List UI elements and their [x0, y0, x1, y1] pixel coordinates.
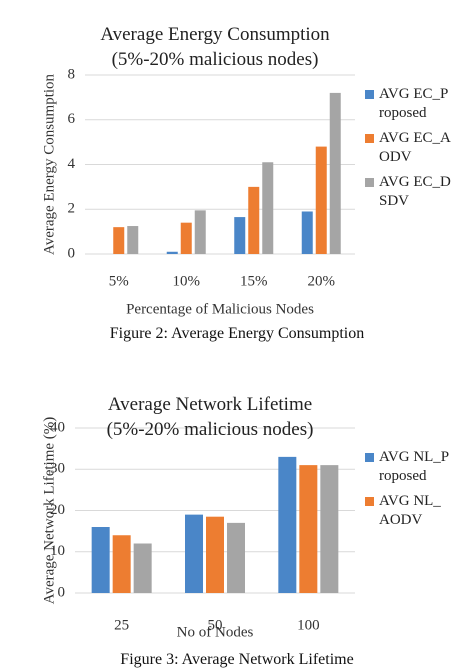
- bar: [113, 227, 125, 254]
- x-tick-label: 50: [208, 617, 223, 633]
- x-axis-label: Percentage of Malicious Nodes: [126, 301, 314, 317]
- figure-caption: Figure 3: Average Network Lifetime: [120, 651, 354, 668]
- x-axis-label: No of Nodes: [177, 624, 254, 640]
- legend-item: AVG EC_DSDV: [365, 173, 451, 211]
- legend-item: AVG NL_Proposed: [365, 448, 451, 486]
- bar: [320, 465, 339, 593]
- y-tick-label: 20: [50, 502, 65, 518]
- bar: [262, 162, 274, 254]
- legend-label: AVG EC_DSDV: [379, 174, 451, 209]
- legend-swatch: [365, 178, 374, 187]
- legend-label: AVG NL_AODV: [379, 493, 441, 528]
- figure-caption: Figure 2: Average Energy Consumption: [109, 325, 365, 342]
- legend-label: AVG NL_Proposed: [379, 449, 450, 484]
- y-tick-label: 2: [68, 201, 76, 217]
- y-tick-label: 6: [68, 111, 76, 127]
- bar: [91, 527, 110, 593]
- x-tick-label: 25: [114, 617, 129, 633]
- bar: [127, 226, 139, 254]
- legend-item: AVG EC_Proposed: [365, 85, 451, 123]
- bar: [185, 514, 203, 593]
- bar: [301, 211, 313, 254]
- legend-swatch: [365, 90, 374, 99]
- legend-swatch: [365, 497, 374, 506]
- legend-swatch: [365, 453, 374, 462]
- y-axis-label: Average Network Lifetime (%): [41, 417, 57, 605]
- legend-swatch: [365, 134, 374, 143]
- legend-item: AVG EC_AODV: [365, 129, 451, 167]
- y-tick-label: 8: [68, 66, 76, 82]
- x-tick-label: 15%: [240, 273, 268, 289]
- bar: [194, 210, 206, 254]
- bar: [133, 543, 152, 593]
- bar: [278, 456, 297, 593]
- y-tick-label: 10: [50, 543, 65, 559]
- x-tick-label: 100: [297, 617, 320, 633]
- bar: [206, 516, 224, 593]
- legend-label: AVG EC_AODV: [379, 130, 451, 165]
- bar: [234, 217, 246, 254]
- y-tick-label: 4: [68, 156, 76, 172]
- y-tick-label: 40: [50, 419, 65, 435]
- bar: [166, 251, 178, 254]
- legend: AVG EC_Proposed AVG EC_AODV AVG EC_DSDV: [365, 85, 451, 217]
- y-tick-label: 0: [58, 584, 66, 600]
- bar: [180, 222, 192, 254]
- legend-label: AVG EC_Proposed: [379, 86, 449, 121]
- document: 0 2 4 6 8 Average Energy Consumption Percentag…: [41, 24, 451, 668]
- y-tick-label: 0: [68, 245, 76, 261]
- y-tick-label: 30: [50, 461, 65, 477]
- chart-title: Average Network Lifetime (5%-20% malicio…: [106, 394, 314, 440]
- bar: [315, 146, 327, 254]
- x-tick-label: 10%: [173, 273, 201, 289]
- bar: [112, 535, 131, 593]
- legend-item: AVG NL_AODV: [365, 492, 451, 530]
- y-axis-label: Average Energy Consumption: [41, 73, 57, 255]
- bar: [299, 465, 318, 593]
- legend: AVG NL_Proposed AVG NL_AODV: [365, 448, 451, 536]
- x-tick-label: 5%: [109, 273, 129, 289]
- chart-title: Average Energy Consumption (5%-20% malic…: [100, 24, 330, 70]
- x-tick-label: 20%: [308, 273, 336, 289]
- bar: [329, 92, 341, 255]
- bar: [227, 522, 245, 593]
- bar: [248, 186, 260, 254]
